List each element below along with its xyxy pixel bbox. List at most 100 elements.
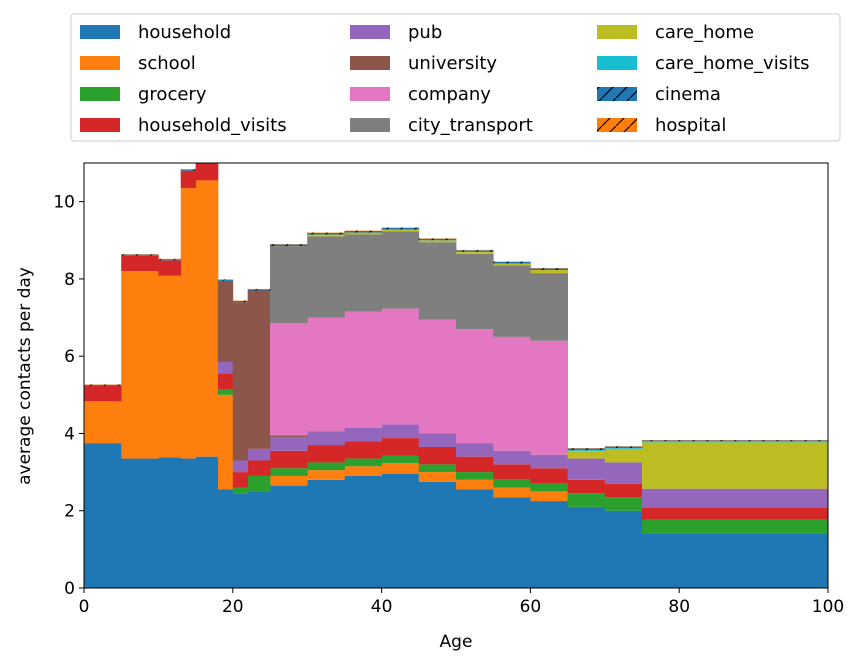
bar-city_transport-25-30 (270, 246, 308, 324)
legend-entry-pub: pub (350, 22, 442, 43)
bar-household-35-40 (344, 475, 382, 588)
y-tick-label: 2 (64, 502, 75, 522)
bar-university-25-30 (270, 435, 308, 438)
bar-household-75-100 (642, 533, 829, 588)
bar-household_visits-75-100 (642, 508, 829, 520)
bar-cinema-5-10 (121, 254, 159, 256)
bar-city_transport-50-55 (456, 253, 494, 330)
series-hospital (84, 169, 829, 449)
bar-grocery-22-25 (247, 475, 271, 492)
bar-care_home_visits-75-100 (642, 441, 829, 443)
bar-grocery-70-75 (604, 497, 643, 511)
legend-label: household (138, 22, 231, 43)
plot-area (84, 163, 829, 588)
bar-pub-40-45 (381, 424, 420, 439)
bar-company-60-65 (530, 340, 568, 455)
x-axis-ticks: 0 20 40 60 80 100 (79, 588, 844, 617)
bar-pub-70-75 (604, 462, 643, 484)
legend-swatch (350, 56, 390, 70)
x-tick-label: 20 (222, 597, 244, 617)
bar-household_visits-30-35 (307, 445, 345, 463)
bar-school-10-13 (158, 275, 182, 458)
bar-care_home-70-75 (604, 448, 643, 463)
bar-household-10-13 (158, 457, 182, 588)
bar-company-25-30 (270, 323, 308, 436)
legend-swatch (350, 87, 390, 101)
bar-cinema-20-22 (232, 300, 249, 303)
bar-household-0-5 (84, 443, 122, 588)
legend-label: grocery (138, 84, 207, 105)
legend-entry-hospital: hospital (597, 115, 726, 136)
bar-school-55-60 (493, 487, 531, 498)
bar-household-45-50 (418, 481, 457, 588)
bar-household_visits-60-65 (530, 468, 568, 484)
bar-company-45-50 (418, 319, 457, 434)
bar-household_visits-35-40 (344, 441, 382, 459)
legend-entry-cinema: cinema (597, 84, 721, 105)
bar-school-15-18 (195, 180, 219, 457)
bar-pub-55-60 (493, 450, 531, 465)
bar-household-70-75 (604, 510, 643, 588)
bar-household-13-15 (180, 458, 196, 588)
y-axis-ticks: 0 2 4 6 8 10 (53, 193, 84, 599)
bar-household_visits-70-75 (604, 483, 643, 498)
bar-cinema-13-15 (180, 169, 196, 171)
bar-household_visits-40-45 (381, 438, 420, 456)
bar-household_visits-15-18 (195, 163, 219, 181)
legend-entry-grocery: grocery (80, 84, 207, 105)
bar-company-55-60 (493, 336, 531, 451)
series-school (84, 180, 568, 502)
bar-care_home-35-40 (344, 232, 382, 235)
bar-household-18-20 (217, 489, 234, 588)
bar-household-15-18 (195, 456, 219, 588)
bar-household-25-30 (270, 485, 308, 588)
bar-pub-25-30 (270, 437, 308, 451)
series-grocery (217, 389, 829, 534)
legend-label: care_home_visits (655, 53, 810, 74)
bar-cinema-70-75 (604, 446, 643, 449)
legend-entry-household: household (80, 22, 231, 43)
bar-household_visits-65-70 (567, 479, 606, 494)
legend-entry-company: company (350, 84, 491, 105)
bar-cinema-30-35 (307, 232, 345, 235)
series-pub (217, 361, 829, 509)
bar-grocery-45-50 (418, 464, 457, 473)
bar-household_visits-50-55 (456, 456, 494, 473)
bar-grocery-30-35 (307, 462, 345, 471)
bar-pub-65-70 (567, 458, 606, 480)
bar-household-22-25 (247, 491, 271, 588)
bar-cinema-22-25 (247, 289, 271, 291)
bar-household_visits-10-13 (158, 260, 182, 276)
bar-care_home-65-70 (567, 450, 606, 459)
bar-city_transport-60-65 (530, 273, 568, 341)
bar-household-40-45 (381, 474, 420, 588)
bar-household-20-22 (232, 493, 249, 588)
bar-household_visits-0-5 (84, 385, 122, 402)
series-city_transport (270, 231, 568, 341)
bar-grocery-35-40 (344, 458, 382, 467)
bar-pub-35-40 (344, 427, 382, 442)
x-tick-label: 40 (371, 597, 393, 617)
bar-city_transport-45-50 (418, 242, 457, 320)
legend-label: household_visits (138, 115, 287, 136)
bar-pub-18-20 (217, 361, 234, 374)
bar-household_visits-22-25 (247, 460, 271, 476)
bar-grocery-25-30 (270, 468, 308, 476)
bar-household_visits-55-60 (493, 464, 531, 480)
bar-cinema-35-40 (344, 231, 382, 233)
bar-household-50-55 (456, 489, 494, 588)
legend-swatch (80, 25, 120, 39)
bar-university-20-22 (232, 302, 249, 461)
y-tick-label: 0 (64, 579, 75, 599)
y-tick-label: 8 (64, 270, 75, 290)
bar-grocery-60-65 (530, 483, 568, 492)
bar-school-60-65 (530, 491, 568, 502)
series-household_visits (84, 163, 829, 520)
series-care_home_visits (567, 441, 829, 451)
x-axis-label: Age (440, 632, 473, 652)
legend-label: hospital (655, 115, 726, 136)
bar-school-5-10 (121, 271, 159, 459)
legend-swatch (597, 56, 637, 70)
legend-swatch (80, 56, 120, 70)
bar-cinema-65-70 (567, 448, 606, 451)
